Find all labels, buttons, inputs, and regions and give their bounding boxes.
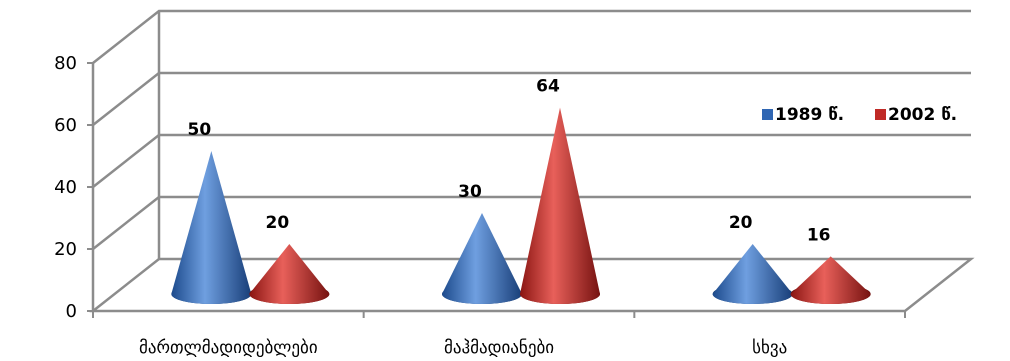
data-label: 64 xyxy=(536,77,560,97)
y-axis: 0 20 40 60 80 xyxy=(54,53,93,322)
cone-body xyxy=(520,107,600,304)
y-tick-label: 60 xyxy=(54,115,77,136)
cone-series-1 xyxy=(712,244,793,304)
plot-area xyxy=(171,107,871,304)
legend-label: 1989 წ. xyxy=(775,105,844,125)
cone-series-1 xyxy=(171,151,252,304)
cone-series-2 xyxy=(520,107,600,304)
cone-body xyxy=(712,244,793,304)
cone-series-2 xyxy=(790,256,871,304)
legend-item: 1989 წ. xyxy=(762,105,844,125)
legend-swatch xyxy=(875,109,886,120)
gridline xyxy=(92,133,971,188)
cone-series-1 xyxy=(442,213,522,304)
data-label: 20 xyxy=(265,213,289,233)
legend-swatch xyxy=(762,109,773,120)
cone-body xyxy=(790,256,871,304)
x-category-label: მაჰმადიანები xyxy=(444,338,554,358)
x-axis: მართლმადიდებლები მაჰმადიანები სხვა xyxy=(92,311,906,358)
y-tick-label: 20 xyxy=(54,239,77,260)
gridline xyxy=(92,71,971,126)
legend: 1989 წ. 2002 წ. xyxy=(762,105,957,125)
data-label: 16 xyxy=(807,225,831,245)
x-category-label: მართლმადიდებლები xyxy=(139,338,318,358)
y-tick-label: 80 xyxy=(54,53,77,74)
data-labels: 50 20 30 64 20 16 xyxy=(187,77,830,246)
legend-label: 2002 წ. xyxy=(888,105,957,125)
data-label: 50 xyxy=(187,120,211,140)
data-label: 30 xyxy=(458,182,482,202)
y-tick-label: 40 xyxy=(54,177,77,198)
cone-body xyxy=(249,244,330,304)
cone-series-2 xyxy=(249,244,330,304)
data-label: 20 xyxy=(729,213,753,233)
legend-item: 2002 წ. xyxy=(875,105,957,125)
gridline xyxy=(92,9,971,64)
cone-body xyxy=(442,213,522,304)
cone-body xyxy=(171,151,252,304)
y-tick-label: 0 xyxy=(66,301,77,322)
gridline xyxy=(92,195,971,250)
x-category-label: სხვა xyxy=(752,338,787,358)
